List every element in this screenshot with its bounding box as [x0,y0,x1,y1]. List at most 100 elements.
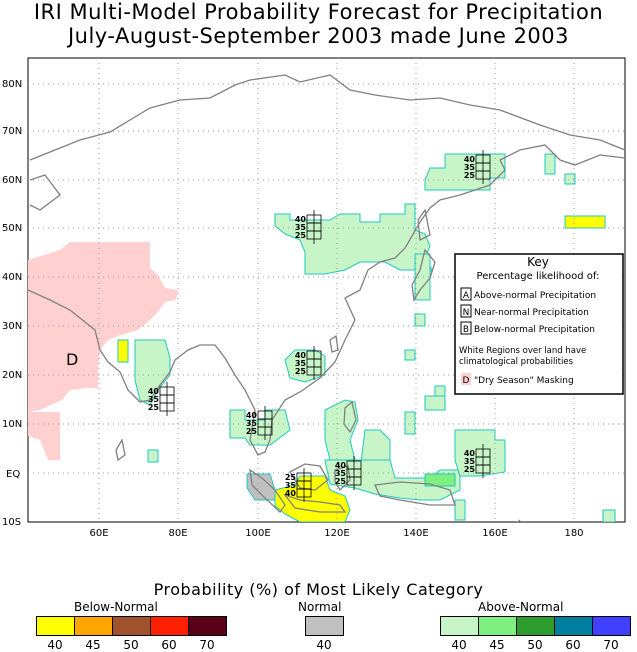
legend-above-label: Above-Normal [478,600,564,614]
glyph-value: 25 [335,477,347,486]
legend-swatch [516,616,555,636]
lon-label: 140E [403,528,428,539]
glyph-value: 35 [335,469,347,478]
key-subtitle: Percentage likelihood of: [477,271,600,282]
legend-tick: 60 [161,638,177,652]
legend-below-swatches [36,616,227,636]
legend-tick: 45 [489,638,505,652]
glyph-value: 35 [148,395,160,404]
key-dry-letter: D [463,376,470,386]
lat-label: 30N [2,321,22,332]
legend-swatch [554,616,593,636]
lon-label: 160E [482,528,507,539]
lat-label: 80N [2,79,22,90]
key-note-2: climatological probabilities [459,357,574,367]
legend-tick: 50 [527,638,543,652]
key-below-letter: B [463,325,469,335]
key-dry-text: "Dry Season" Masking [474,376,574,386]
legend-swatch [36,616,75,636]
legend-tick: 70 [199,638,215,652]
normal-regions [246,473,276,501]
key-near-text: Near-normal Precipitation [474,308,589,318]
glyph-value: 25 [464,465,476,474]
legend-tick: 50 [123,638,139,652]
glyph-value: 40 [464,155,476,164]
title-line-2: July-August-September 2003 made June 200… [67,24,570,48]
lat-label: 50N [2,223,22,234]
glyph-value: 35 [464,457,476,466]
glyph-value: 40 [295,215,307,224]
legend-swatch [478,616,517,636]
legend-normal-swatches [305,616,344,636]
glyph-value: 25 [295,231,307,240]
key-below-text: Below-normal Precipitation [474,325,595,335]
glyph-value: 35 [295,223,307,232]
coastlines [28,74,625,522]
lon-label: 60E [89,528,108,539]
legend-tick: 70 [603,638,619,652]
lat-label: EQ [6,469,20,480]
lat-label: 10S [2,517,21,528]
glyph-value: 25 [295,367,307,376]
key-near-letter: N [463,308,470,318]
latitude-labels: 80N 70N 60N 50N 40N 30N 20N 10N EQ 10S [2,79,22,528]
legend-tick: 60 [565,638,581,652]
glyph-value: 35 [295,359,307,368]
glyph-value: 25 [285,473,297,482]
lat-label: 60N [2,175,22,186]
key-note-1: White Regions over land have [459,346,586,356]
lat-label: 70N [2,126,22,137]
legend-title: Probability (%) of Most Likely Category [153,580,484,599]
glyph-value: 40 [335,461,347,470]
longitude-labels: 60E 80E 100E 120E 140E 160E 180 [89,528,583,539]
glyph-value: 25 [148,403,160,412]
glyph-value: 35 [246,419,258,428]
dry-season-region [28,242,178,460]
lon-label: 120E [324,528,349,539]
legend-tick: 40 [47,638,63,652]
lat-label: 20N [2,370,22,381]
glyph-value: 35 [464,163,476,172]
legend-swatch [74,616,113,636]
glyph-value: 35 [285,481,297,490]
probability-glyphs: 4035254035254035254035254035254035252535… [148,150,491,502]
glyph-value: 40 [295,351,307,360]
glyph-value: 25 [464,171,476,180]
key-box: Key Percentage likelihood of: A Above-no… [454,253,624,395]
legend-above-swatches [440,616,631,636]
lat-label: 40N [2,272,22,283]
legend-tick: 40 [316,638,332,652]
legend-tick: 40 [451,638,467,652]
glyph-value: 40 [464,449,476,458]
title-line-1: IRI Multi-Model Probability Forecast for… [33,0,604,24]
lat-label: 10N [2,419,22,430]
legend-swatch [305,616,344,636]
lon-label: 100E [245,528,270,539]
legend-swatch [112,616,151,636]
glyph-value: 25 [246,427,258,436]
key-title: Key [527,255,549,269]
lon-label: 180 [564,528,583,539]
glyph-value: 40 [246,411,258,420]
legend-swatch [188,616,227,636]
legend-normal-label: Normal [298,600,342,614]
below-normal-regions [117,215,606,522]
glyph-value: 40 [285,489,297,498]
dry-season-marker: D [66,350,78,369]
legend-swatch [150,616,189,636]
lon-label: 80E [168,528,187,539]
legend-swatch [592,616,631,636]
legend-swatch [440,616,479,636]
key-above-letter: A [463,291,470,301]
key-above-text: Above-normal Precipitation [474,291,596,301]
glyph-value: 40 [148,387,160,396]
legend-tick: 45 [85,638,101,652]
